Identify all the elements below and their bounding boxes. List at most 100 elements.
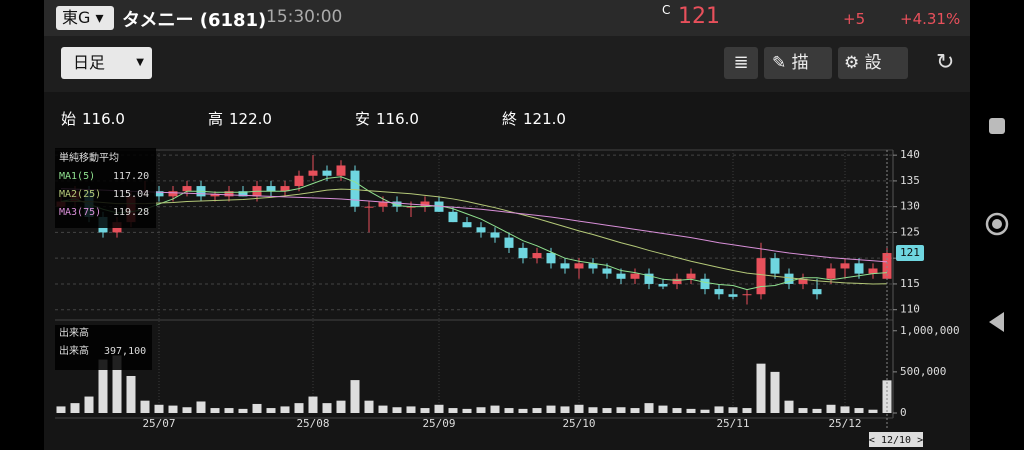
candle-body	[854, 263, 864, 274]
y-tick-label: 140	[900, 148, 920, 161]
y-tick-label: 110	[900, 303, 920, 316]
indicator-button[interactable]: ≣	[724, 47, 758, 79]
volume-bar	[420, 408, 430, 413]
volume-bar	[672, 408, 682, 413]
volume-bar	[322, 403, 332, 413]
draw-button[interactable]: ✎ 描画	[764, 47, 832, 79]
volume-legend-box	[55, 325, 152, 370]
y-tick-label: 135	[900, 174, 920, 187]
volume-bar	[126, 375, 136, 413]
candle-body	[490, 232, 500, 238]
candle-body	[714, 289, 724, 295]
volume-bar	[280, 406, 290, 413]
volume-bar	[196, 401, 206, 413]
legend-value: 117.20	[113, 171, 149, 182]
volume-bar	[98, 359, 108, 413]
price-tag-label: 121	[900, 246, 920, 259]
time: 15:30:00	[266, 7, 343, 27]
nav-recent[interactable]	[989, 118, 1005, 134]
candle-body	[686, 273, 696, 279]
volume-bar	[448, 408, 458, 413]
ma-line	[60, 176, 888, 291]
candle-body	[462, 222, 472, 228]
volume-bar	[546, 405, 556, 413]
candle-body	[322, 170, 332, 176]
volume-legend-title: 出来高	[59, 326, 89, 339]
candle-body	[434, 201, 444, 212]
legend-title: 単純移動平均	[59, 151, 119, 164]
draw-label: 描画	[791, 53, 817, 73]
price: 121	[678, 4, 720, 29]
volume-bar	[238, 408, 248, 413]
summary-value: 122.0	[229, 110, 272, 128]
ma-line	[60, 188, 888, 263]
volume-bar	[112, 355, 122, 413]
legend-name: MA1(5)	[59, 171, 95, 182]
volume-bar	[182, 407, 192, 413]
volume-bar	[154, 404, 164, 413]
volume-bar	[812, 408, 822, 413]
candle-body	[742, 294, 752, 296]
candle-body	[588, 263, 598, 269]
legend-value: 119.28	[113, 207, 149, 218]
settings-button[interactable]: ⚙ 設定	[838, 47, 908, 79]
volume-bar	[630, 408, 640, 413]
period-dropdown[interactable]: 日足 ▼	[61, 47, 152, 79]
volume-bar	[798, 408, 808, 413]
y-tick-label: 125	[900, 225, 920, 238]
volume-bar	[406, 406, 416, 413]
candle-body	[308, 170, 318, 176]
volume-bar	[476, 407, 486, 413]
candle-body	[868, 268, 878, 274]
summary-item: 終 121.0	[502, 108, 566, 129]
candle-body	[476, 227, 486, 233]
change-pct: +4.31%	[900, 10, 961, 28]
volume-tick-label: 500,000	[900, 365, 946, 378]
price-tag	[896, 245, 924, 262]
volume-bar	[574, 404, 584, 413]
price-flag: C	[662, 3, 671, 17]
volume-bar	[168, 405, 178, 413]
candle-body	[546, 253, 556, 264]
candle-body	[182, 186, 192, 192]
x-tick-label: 25/11	[716, 417, 749, 430]
x-tick-label: 25/07	[142, 417, 175, 430]
summary-item: 高 122.0	[208, 108, 272, 129]
ohlc-summary: 始 116.0 高 122.0 安 116.0 終 121.0	[61, 108, 661, 128]
candle-body	[798, 278, 808, 284]
nav-home[interactable]	[985, 212, 1009, 236]
volume-bar	[714, 406, 724, 413]
summary-label: 始	[61, 110, 77, 128]
candle-body	[294, 175, 304, 187]
candle-body	[420, 201, 430, 207]
market-dropdown[interactable]: 東G ▾	[56, 6, 114, 30]
volume-bar	[336, 400, 346, 413]
x-tick-label: 25/08	[296, 417, 329, 430]
candle-body	[770, 258, 780, 274]
nav-back[interactable]	[989, 312, 1004, 332]
refresh-button[interactable]: ↻	[936, 50, 955, 75]
candle-body	[266, 186, 276, 192]
y-tick-label: 115	[900, 277, 920, 290]
volume-bar	[308, 396, 318, 413]
volume-bar	[490, 405, 500, 413]
candle-body	[700, 278, 710, 290]
candle-body	[168, 191, 178, 197]
candle-body	[728, 294, 738, 297]
volume-bar	[644, 403, 654, 413]
candle-body	[602, 268, 612, 274]
volume-bar	[728, 407, 738, 413]
volume-bar	[252, 403, 262, 413]
legend-name: MA2(25)	[59, 189, 101, 200]
candle-body	[658, 283, 668, 287]
candle-body	[448, 211, 458, 223]
volume-legend-name: 出来高	[59, 344, 89, 357]
volume-bar	[350, 380, 360, 413]
volume-bar	[616, 407, 626, 413]
volume-tick-label: 0	[900, 406, 907, 419]
volume-bar	[742, 408, 752, 413]
stock-name: タメニー (6181)	[122, 10, 267, 31]
candle-body	[336, 165, 346, 176]
volume-bar	[784, 400, 794, 413]
